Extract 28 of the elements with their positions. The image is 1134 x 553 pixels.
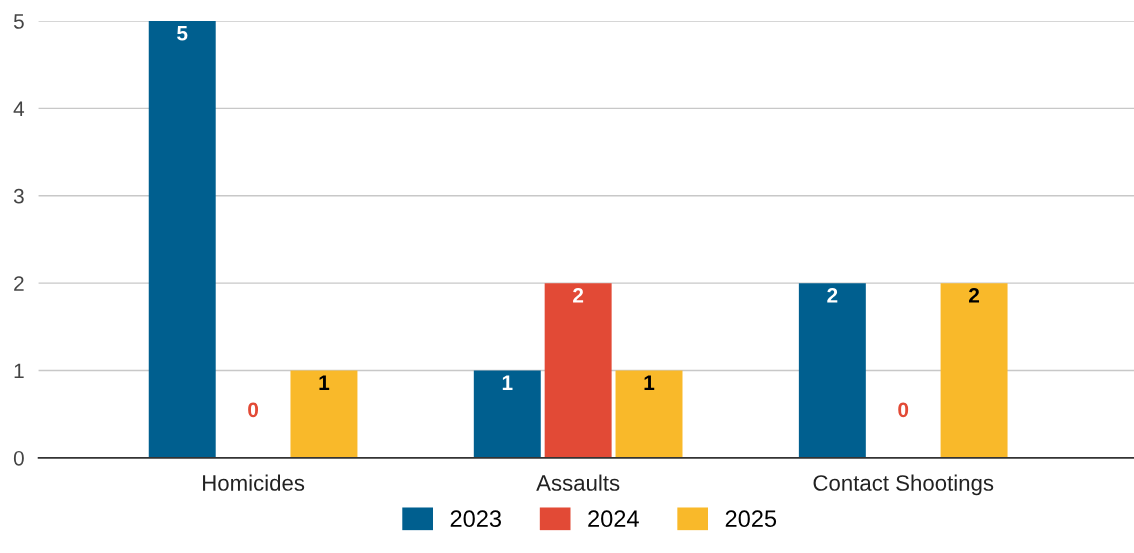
bar — [290, 370, 358, 458]
x-tick-label: Contact Shootings — [813, 474, 994, 496]
bar — [473, 370, 541, 458]
y-tick-label: 5 — [13, 14, 24, 29]
x-tick-label: Homicides — [203, 474, 305, 491]
y-tick-label: 3 — [13, 188, 24, 204]
y-tick-label: 1 — [14, 363, 24, 379]
x-tick-label: Assaults — [536, 474, 620, 491]
y-tick-label: 2 — [14, 276, 24, 291]
y-tick-label: 4 — [13, 101, 25, 116]
legend-label: 2024 — [588, 510, 639, 528]
data-label: 1 — [644, 375, 655, 390]
legend-label: 2023 — [450, 510, 501, 528]
bar — [148, 21, 216, 458]
data-label: 1 — [502, 375, 513, 390]
data-label: 2 — [827, 287, 838, 303]
data-label: 2 — [573, 287, 584, 303]
bar — [940, 283, 1008, 458]
data-label: 0 — [248, 402, 259, 418]
data-label: 0 — [898, 402, 909, 418]
data-label: 2 — [969, 287, 980, 303]
data-label: 5 — [177, 26, 188, 41]
bar — [615, 370, 683, 458]
bar — [798, 283, 866, 458]
y-tick-label: 0 — [13, 450, 24, 466]
bar — [544, 283, 612, 458]
data-label: 1 — [319, 375, 330, 390]
legend-label: 2025 — [725, 510, 777, 528]
